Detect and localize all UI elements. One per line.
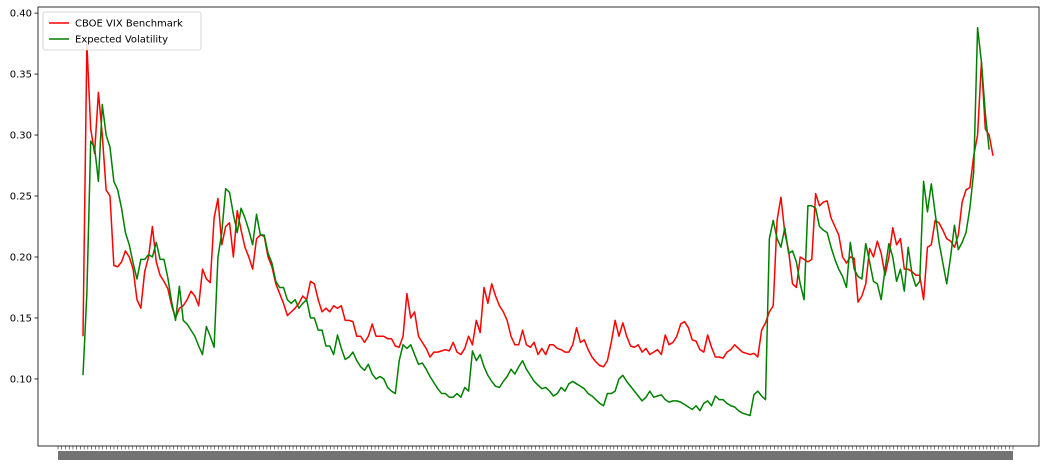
legend-label: Expected Volatility	[75, 35, 168, 46]
series-line-expected-volatility	[82, 26, 990, 417]
legend-label: CBOE VIX Benchmark	[75, 19, 183, 30]
y-tick-label: 0.30	[10, 131, 32, 142]
y-tick-label: 0.20	[10, 252, 32, 263]
axes-frame	[37, 6, 1040, 447]
plot-area	[82, 26, 994, 417]
y-tick-label: 0.35	[10, 70, 32, 81]
series-line-cboe-vix-benchmark	[82, 42, 994, 368]
legend-box	[42, 11, 202, 51]
y-tick-label: 0.40	[10, 9, 32, 20]
axes: 0.10 0.15 0.20 0.25 0.30 0.35 0.40	[10, 6, 1040, 460]
y-tick-label: 0.25	[10, 192, 32, 203]
y-tick-label: 0.15	[10, 313, 32, 324]
legend: CBOE VIX Benchmark Expected Volatility	[42, 11, 202, 51]
y-tick-label: 0.10	[10, 374, 32, 385]
x-tick-labels-overlap	[58, 451, 1013, 460]
